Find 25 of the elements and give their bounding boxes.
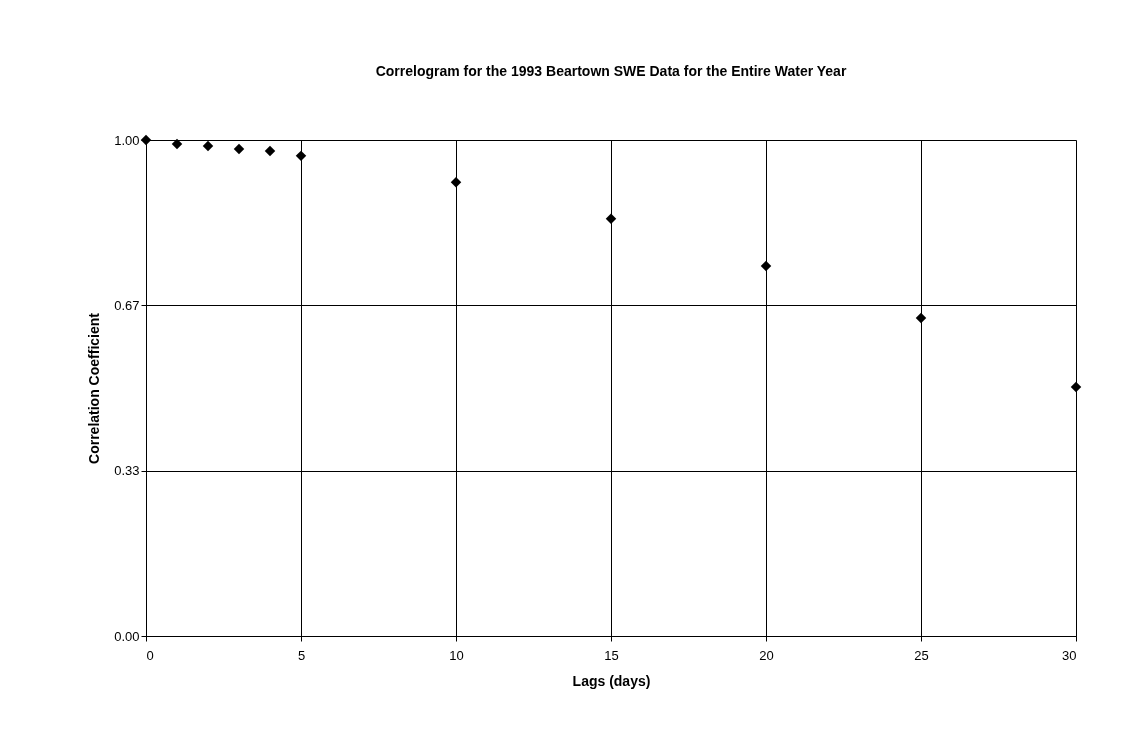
point xyxy=(171,138,183,150)
point xyxy=(295,150,307,162)
chart-title: Correlogram for the 1993 Beartown SWE Data for the Entire Water Year xyxy=(375,63,847,79)
x-tick-label: 20 xyxy=(759,647,774,663)
point xyxy=(1070,381,1082,393)
x-tick-label: 10 xyxy=(449,647,464,663)
point xyxy=(760,260,772,272)
x-tick-label: 30 xyxy=(1062,647,1077,663)
point xyxy=(233,143,245,155)
x-tick-label: 5 xyxy=(297,647,306,663)
y-tick-label: 0.00 xyxy=(114,628,140,644)
point xyxy=(140,134,152,146)
y-tick-label: 0.67 xyxy=(114,297,140,313)
point xyxy=(915,312,927,324)
point xyxy=(605,213,617,225)
y-tick-label: 0.33 xyxy=(114,463,140,479)
y-tick-label: 1.00 xyxy=(114,132,140,148)
x-tick-label: 25 xyxy=(914,647,929,663)
point xyxy=(264,145,276,157)
point xyxy=(202,140,214,152)
x-tick-label: 0 xyxy=(146,647,154,663)
x-tick-label: 15 xyxy=(604,647,619,663)
x-axis-title: Lags (days) xyxy=(572,672,651,689)
point xyxy=(450,176,462,188)
y-axis-title: Correlation Coefficient xyxy=(86,312,103,464)
